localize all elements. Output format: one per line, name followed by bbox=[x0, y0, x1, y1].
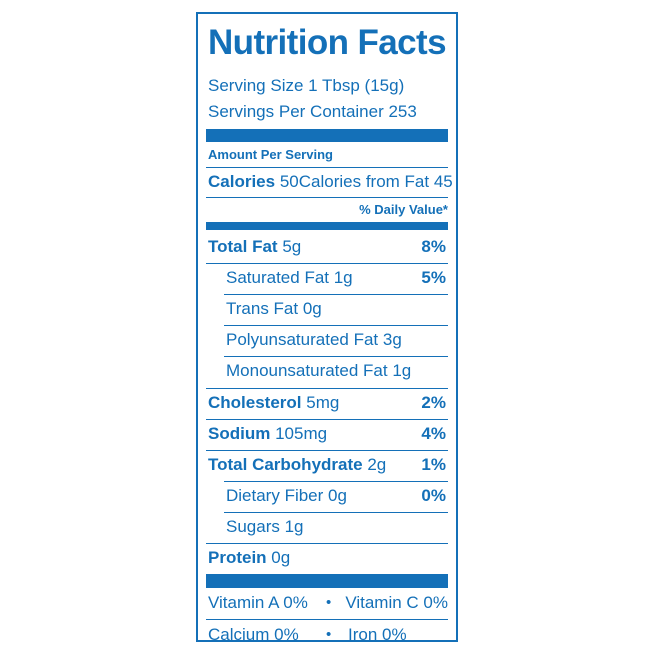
dv-value: 2% bbox=[421, 393, 446, 412]
nutrient-row-protein: Protein 0g bbox=[208, 548, 291, 567]
vitamin-a: Vitamin A 0% bbox=[208, 593, 308, 612]
nutrition-title: Nutrition Facts bbox=[208, 23, 447, 62]
nutrient-row-trans-fat: Trans Fat 0g bbox=[226, 299, 322, 318]
divider bbox=[224, 512, 448, 513]
divider bbox=[206, 450, 448, 451]
dv-value: 0% bbox=[421, 486, 446, 505]
calories-row: Calories 50 Calories from Fat 45 bbox=[208, 171, 453, 193]
bullet: • bbox=[326, 626, 332, 643]
calories-value: 50 bbox=[279, 172, 299, 191]
nutrient-row-polyunsaturated-fat: Polyunsaturated Fat 3g bbox=[226, 330, 402, 349]
nutrient-row-dietary-fiber: Dietary Fiber 0g 0% bbox=[226, 486, 446, 505]
calories-label: Calories bbox=[208, 172, 276, 191]
divider bbox=[224, 481, 448, 482]
daily-value-header-row: % Daily Value* bbox=[208, 201, 448, 219]
thick-divider bbox=[206, 129, 448, 142]
calcium: Calcium 0% bbox=[208, 625, 299, 644]
dv-value: 1% bbox=[421, 455, 446, 474]
divider bbox=[206, 619, 448, 620]
iron: Iron 0% bbox=[348, 625, 407, 644]
dv-value: 4% bbox=[421, 424, 446, 443]
nutrition-facts-panel: Nutrition Facts Serving Size 1 Tbsp (15g… bbox=[196, 12, 458, 644]
divider bbox=[224, 294, 448, 295]
divider bbox=[206, 543, 448, 544]
nutrient-row-saturated-fat: Saturated Fat 1g 5% bbox=[226, 268, 446, 287]
dv-value: 8% bbox=[421, 237, 446, 256]
nutrient-row-cholesterol: Cholesterol 5mg 2% bbox=[208, 393, 446, 412]
serving-size: Serving Size 1 Tbsp (15g) bbox=[208, 76, 405, 95]
servings-per-container: Servings Per Container 253 bbox=[208, 102, 417, 121]
dv-value: 5% bbox=[421, 268, 446, 287]
divider bbox=[206, 388, 448, 389]
thick-divider bbox=[206, 574, 448, 588]
divider bbox=[206, 197, 448, 198]
divider bbox=[206, 263, 448, 264]
divider bbox=[224, 325, 448, 326]
nutrient-row-monounsaturated-fat: Monounsaturated Fat 1g bbox=[226, 361, 412, 380]
divider bbox=[206, 419, 448, 420]
nutrient-row-sodium: Sodium 105mg 4% bbox=[208, 424, 446, 443]
vitamin-c: Vitamin C 0% bbox=[345, 593, 448, 612]
divider bbox=[224, 356, 448, 357]
nutrient-row-sugars: Sugars 1g bbox=[226, 517, 304, 536]
daily-value-header: % Daily Value* bbox=[359, 202, 448, 217]
bullet: • bbox=[326, 594, 332, 611]
amount-per-serving: Amount Per Serving bbox=[208, 147, 333, 162]
divider bbox=[206, 167, 448, 168]
nutrient-row-total-fat: Total Fat 5g 8% bbox=[208, 237, 446, 256]
nutrient-row-total-carbohydrate: Total Carbohydrate 2g 1% bbox=[208, 455, 446, 474]
calories-from-fat: Calories from Fat 45 bbox=[298, 172, 453, 191]
medium-divider bbox=[206, 222, 448, 230]
